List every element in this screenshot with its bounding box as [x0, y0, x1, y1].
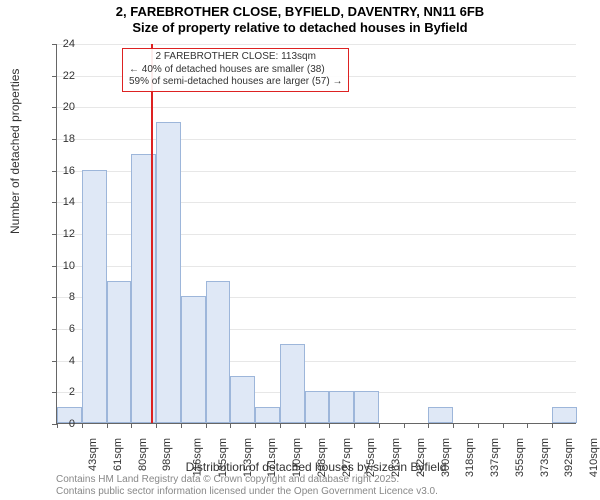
histogram-bar [107, 281, 132, 424]
annotation-line-1: 2 FAREBROTHER CLOSE: 113sqm [129, 51, 342, 64]
x-tick-label: 61sqm [112, 438, 124, 471]
y-tick-label: 22 [51, 70, 75, 82]
x-tick-mark [478, 423, 479, 428]
x-tick-label: 153sqm [242, 438, 254, 477]
chart-container: 2, FAREBROTHER CLOSE, BYFIELD, DAVENTRY,… [0, 0, 600, 500]
title-line-1: 2, FAREBROTHER CLOSE, BYFIELD, DAVENTRY,… [116, 4, 484, 19]
chart-title: 2, FAREBROTHER CLOSE, BYFIELD, DAVENTRY,… [0, 4, 600, 37]
annotation-box: 2 FAREBROTHER CLOSE: 113sqm← 40% of deta… [122, 48, 349, 92]
y-tick-label: 8 [51, 291, 75, 303]
x-tick-label: 337sqm [489, 438, 501, 477]
y-tick-label: 10 [51, 260, 75, 272]
x-tick-label: 300sqm [440, 438, 452, 477]
y-tick-label: 6 [51, 323, 75, 335]
x-tick-mark [503, 423, 504, 428]
x-tick-label: 410sqm [588, 438, 600, 477]
x-tick-label: 355sqm [514, 438, 526, 477]
x-tick-label: 116sqm [191, 438, 203, 476]
x-tick-mark [255, 423, 256, 428]
x-tick-mark [453, 423, 454, 428]
histogram-bar [230, 376, 255, 424]
y-tick-label: 20 [51, 101, 75, 113]
x-tick-mark [107, 423, 108, 428]
x-tick-mark [82, 423, 83, 428]
y-tick-label: 16 [51, 165, 75, 177]
x-tick-label: 245sqm [366, 438, 378, 477]
y-tick-label: 14 [51, 196, 75, 208]
y-tick-label: 18 [51, 133, 75, 145]
x-tick-label: 190sqm [291, 438, 303, 477]
y-tick-label: 4 [51, 355, 75, 367]
x-tick-mark [379, 423, 380, 428]
gridline [57, 44, 576, 45]
x-tick-label: 135sqm [217, 438, 229, 477]
x-tick-label: 208sqm [316, 438, 328, 477]
annotation-line-3: 59% of semi-detached houses are larger (… [129, 76, 342, 89]
reference-line [151, 44, 153, 423]
x-tick-mark [156, 423, 157, 428]
x-tick-mark [230, 423, 231, 428]
footnote: Contains HM Land Registry data © Crown c… [56, 474, 438, 498]
histogram-bar [82, 170, 107, 423]
histogram-bar [255, 407, 280, 423]
histogram-bar [206, 281, 231, 424]
x-tick-label: 171sqm [266, 438, 278, 477]
x-tick-mark [404, 423, 405, 428]
histogram-bar [552, 407, 577, 423]
title-line-2: Size of property relative to detached ho… [132, 20, 467, 35]
gridline [57, 107, 576, 108]
histogram-bar [428, 407, 453, 423]
histogram-bar [156, 122, 181, 423]
x-tick-mark [181, 423, 182, 428]
y-tick-label: 0 [51, 418, 75, 430]
x-tick-label: 80sqm [137, 438, 149, 471]
x-tick-label: 282sqm [415, 438, 427, 477]
plot-area: 2 FAREBROTHER CLOSE: 113sqm← 40% of deta… [56, 44, 576, 424]
x-tick-mark [305, 423, 306, 428]
x-tick-mark [206, 423, 207, 428]
histogram-bar [181, 296, 206, 423]
x-tick-mark [329, 423, 330, 428]
y-axis-label: Number of detached properties [8, 69, 22, 234]
footnote-line-2: Contains public sector information licen… [56, 486, 438, 497]
annotation-line-2: ← 40% of detached houses are smaller (38… [129, 64, 342, 77]
x-tick-mark [280, 423, 281, 428]
x-tick-mark [552, 423, 553, 428]
x-tick-label: 263sqm [390, 438, 402, 477]
x-tick-mark [428, 423, 429, 428]
y-tick-label: 2 [51, 386, 75, 398]
x-tick-mark [354, 423, 355, 428]
x-tick-label: 227sqm [341, 438, 353, 477]
x-tick-label: 392sqm [564, 438, 576, 477]
x-tick-label: 373sqm [539, 438, 551, 477]
x-tick-label: 43sqm [87, 438, 99, 471]
x-tick-mark [527, 423, 528, 428]
x-tick-label: 98sqm [161, 438, 173, 471]
x-tick-label: 318sqm [465, 438, 477, 477]
gridline [57, 139, 576, 140]
histogram-bar [354, 391, 379, 423]
histogram-bar [305, 391, 330, 423]
histogram-bar [280, 344, 305, 423]
y-tick-label: 12 [51, 228, 75, 240]
histogram-bar [329, 391, 354, 423]
y-tick-label: 24 [51, 38, 75, 50]
x-tick-mark [131, 423, 132, 428]
